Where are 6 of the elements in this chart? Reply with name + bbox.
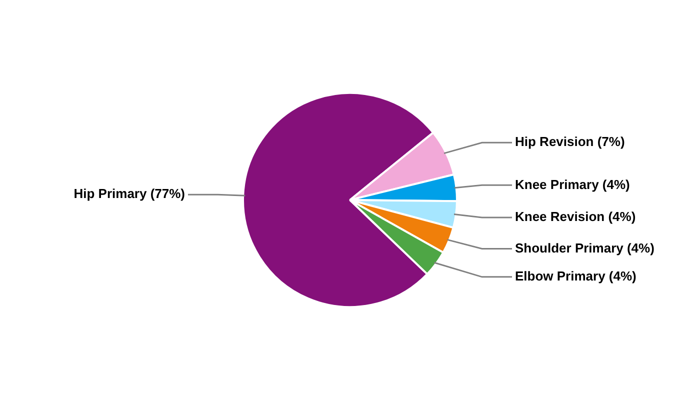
- slice-label: Knee Primary (4%): [515, 176, 630, 192]
- slice-label: Shoulder Primary (4%): [515, 240, 654, 256]
- slice-label: Knee Revision (4%): [515, 209, 636, 224]
- slice-label: Hip Revision (7%): [515, 134, 625, 150]
- slice-label: Hip Primary (77%): [74, 186, 185, 202]
- slice-label: Elbow Primary (4%): [515, 268, 636, 284]
